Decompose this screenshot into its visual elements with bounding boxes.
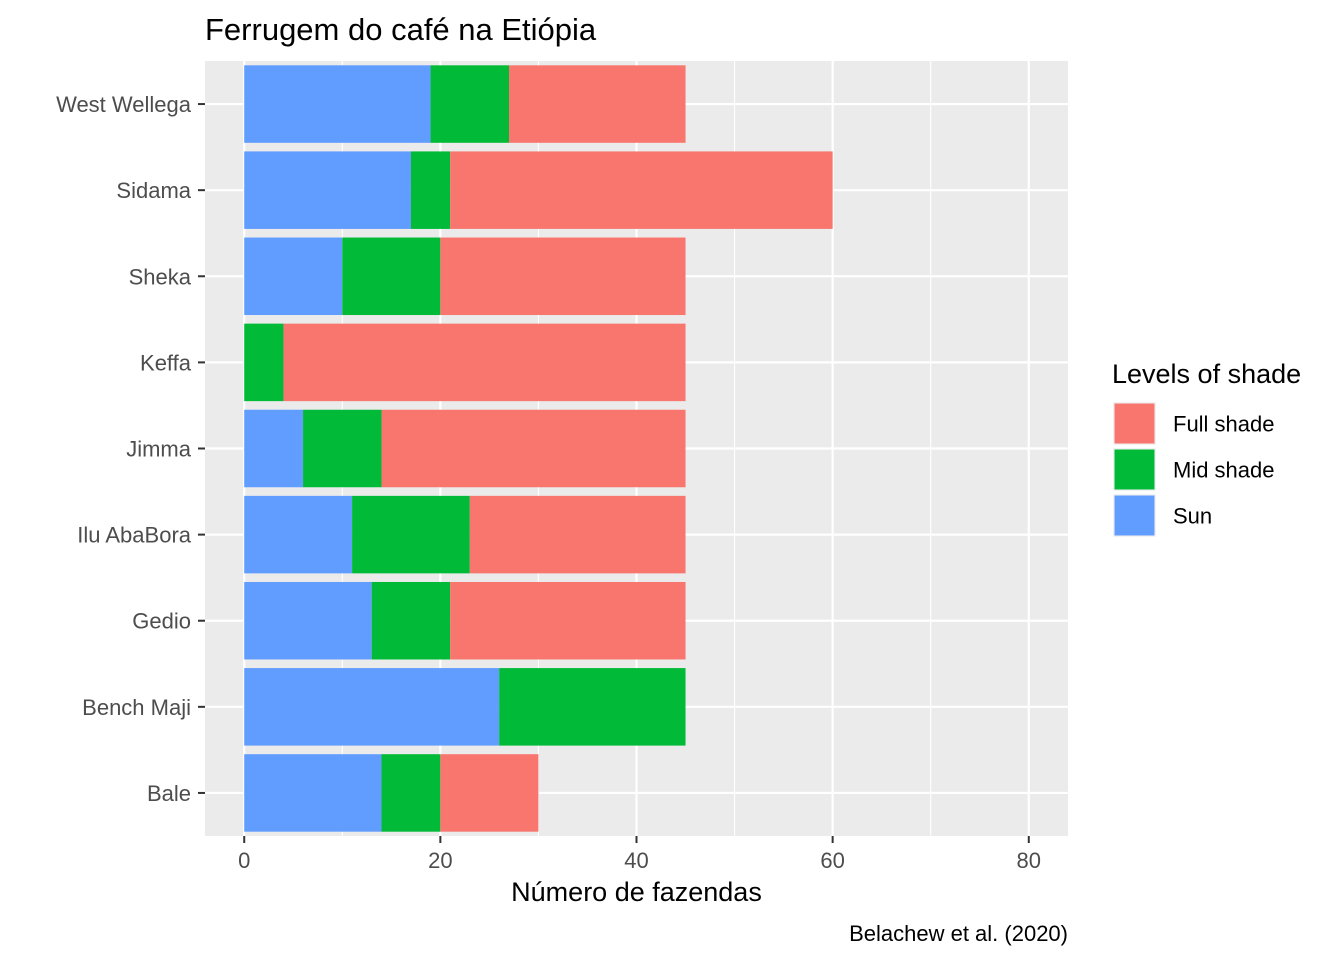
category-label: Ilu AbaBora [77, 523, 192, 548]
bar-mid-shade [244, 323, 284, 402]
bar-sun [244, 581, 372, 660]
x-tick-label: 40 [624, 848, 648, 873]
legend-key-swatch [1114, 449, 1155, 490]
bar-mid-shade [352, 495, 470, 574]
bar-mid-shade [303, 409, 382, 488]
legend-label: Sun [1173, 504, 1212, 529]
bar-full-shade [283, 323, 686, 402]
chart-caption: Belachew et al. (2020) [849, 921, 1068, 946]
category-label: Bench Maji [82, 695, 191, 720]
category-label: Gedio [132, 609, 191, 634]
category-label: West Wellega [56, 92, 192, 117]
bar-sun [244, 237, 343, 316]
x-axis: 0 20 40 60 80 [238, 836, 1041, 873]
bar-mid-shade [342, 237, 441, 316]
bar-sun [244, 754, 382, 832]
bar-mid-shade [410, 151, 451, 229]
category-label: Bale [147, 781, 191, 806]
chart-title: Ferrugem do café na Etiópia [205, 12, 597, 47]
bar-full-shade [509, 65, 686, 143]
bar-sun [244, 65, 431, 143]
bar-sun [244, 151, 411, 229]
legend: Levels of shade Full shade Mid shade Sun [1112, 359, 1301, 537]
x-axis-title: Número de fazendas [511, 877, 762, 907]
category-label: Jimma [126, 437, 192, 462]
bar-full-shade [450, 581, 686, 660]
bar-mid-shade [381, 754, 441, 832]
bar-mid-shade [371, 581, 451, 660]
legend-label: Full shade [1173, 412, 1275, 437]
bar-full-shade [440, 754, 539, 832]
bar-sun [244, 409, 304, 488]
legend-key-swatch [1114, 495, 1155, 536]
bar-full-shade [381, 409, 686, 488]
bar-full-shade [469, 495, 686, 574]
legend-key-swatch [1114, 403, 1155, 444]
legend-title: Levels of shade [1112, 359, 1301, 389]
category-label: Keffa [140, 350, 192, 375]
x-tick-label: 60 [820, 848, 844, 873]
bar-full-shade [440, 237, 686, 316]
bars [244, 65, 833, 832]
bar-full-shade [450, 151, 833, 229]
category-label: Sidama [116, 178, 191, 203]
legend-label: Mid shade [1173, 458, 1275, 483]
bar-mid-shade [430, 65, 510, 143]
x-tick-label: 80 [1017, 848, 1041, 873]
y-axis: West Wellega Sidama Sheka Keffa Jimma Ilu Aba… [56, 92, 205, 806]
bar-sun [244, 668, 500, 746]
x-tick-label: 20 [428, 848, 452, 873]
bar-mid-shade [499, 668, 686, 746]
bar-sun [244, 495, 353, 574]
category-label: Sheka [129, 264, 192, 289]
x-tick-label: 0 [238, 848, 250, 873]
